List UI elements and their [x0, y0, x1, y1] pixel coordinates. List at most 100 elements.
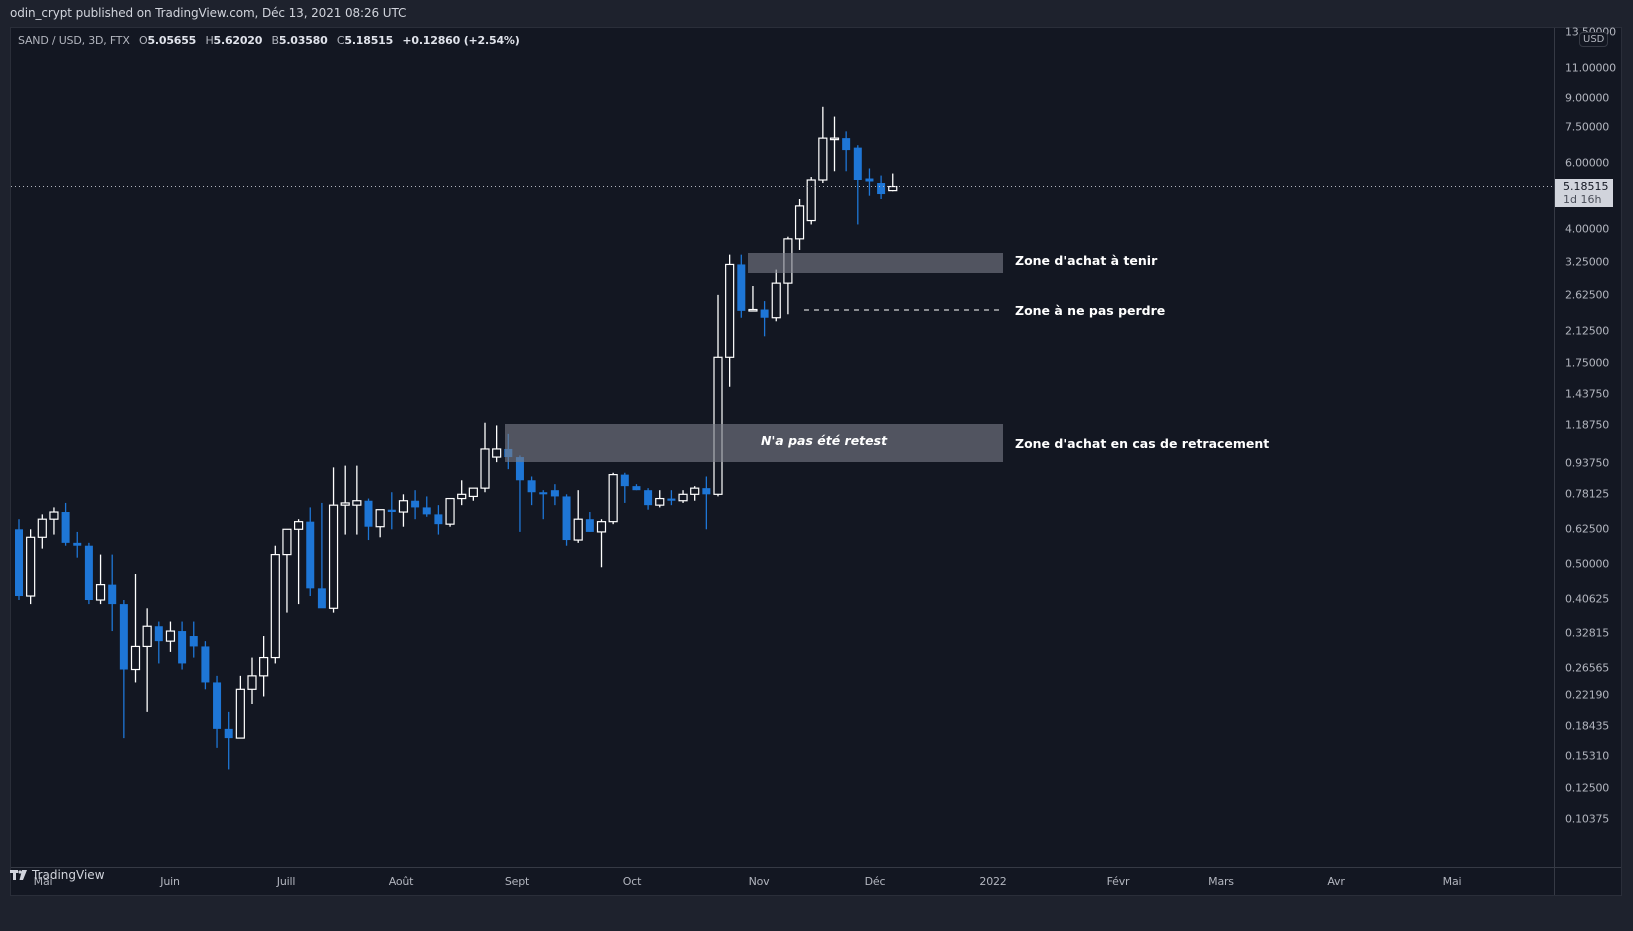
candle[interactable] [480, 422, 490, 493]
candle[interactable] [154, 621, 163, 664]
candle[interactable] [842, 131, 851, 172]
candle[interactable] [306, 507, 315, 597]
candle[interactable] [317, 502, 326, 609]
candle[interactable] [142, 608, 152, 712]
candle[interactable] [783, 236, 793, 315]
candle[interactable] [737, 254, 746, 318]
candle[interactable] [95, 554, 106, 605]
candle[interactable] [294, 519, 304, 605]
candle[interactable] [818, 106, 828, 184]
candle[interactable] [457, 480, 467, 506]
time-axis[interactable]: Mai Juin Juill Août Sept Oct Nov Déc 2022 Févr Mar… [11, 867, 1554, 895]
candle[interactable] [259, 636, 269, 697]
candle[interactable] [492, 425, 502, 463]
candle[interactable] [26, 529, 36, 605]
candle[interactable] [340, 465, 350, 535]
candle[interactable] [829, 116, 840, 172]
candle[interactable] [364, 498, 373, 541]
candle[interactable] [224, 711, 233, 770]
symbol-label[interactable]: SAND / USD, 3D, FTX [18, 34, 130, 47]
price-tick: 0.78125 [1565, 487, 1610, 501]
candle[interactable] [15, 519, 23, 601]
candle[interactable] [713, 294, 723, 497]
price-tick: 0.40625 [1565, 592, 1610, 606]
price-tick: 2.12500 [1565, 324, 1610, 338]
candle[interactable] [702, 476, 711, 530]
candle[interactable] [678, 490, 688, 503]
candle[interactable] [411, 490, 420, 520]
candle[interactable] [725, 254, 735, 387]
candle[interactable] [37, 514, 47, 549]
candle[interactable] [247, 657, 257, 704]
price-tick: 9.00000 [1565, 91, 1610, 105]
candle[interactable] [49, 507, 59, 535]
candle[interactable] [515, 455, 524, 532]
retrace-buy-zone[interactable] [505, 424, 1003, 462]
buy-hold-zone[interactable] [748, 253, 1003, 273]
candle[interactable] [853, 145, 862, 225]
candle[interactable] [585, 512, 594, 532]
candle[interactable] [352, 465, 362, 535]
time-tick: Août [388, 875, 414, 888]
price-tick: 1.18750 [1565, 418, 1610, 432]
candle[interactable] [655, 490, 665, 508]
candle[interactable] [690, 486, 700, 501]
candle[interactable] [398, 494, 409, 527]
candle[interactable] [434, 505, 443, 535]
price-tick: 0.26565 [1565, 661, 1610, 675]
chart-plot-area[interactable]: SAND / USD, 3D, FTX O5.05655 H5.62020 B5… [11, 28, 1554, 867]
candle[interactable] [760, 301, 769, 337]
candle[interactable] [877, 175, 886, 200]
candle[interactable] [73, 531, 82, 558]
last-price-label: 5.18515 1d 16h [1555, 179, 1613, 207]
candle[interactable] [445, 497, 455, 527]
candle[interactable] [61, 502, 70, 546]
candle[interactable] [189, 621, 198, 658]
candle[interactable] [667, 490, 676, 506]
candle[interactable] [608, 472, 618, 525]
candle[interactable] [282, 528, 292, 613]
candle[interactable] [550, 484, 559, 506]
candle[interactable] [865, 168, 874, 196]
candle[interactable] [165, 621, 176, 652]
candle[interactable] [527, 476, 536, 506]
candle[interactable] [771, 269, 781, 322]
candle[interactable] [235, 675, 245, 739]
candle[interactable] [178, 621, 187, 670]
candle[interactable] [84, 542, 93, 605]
change-value: +0.12860 (+2.54%) [402, 34, 520, 47]
time-tick: Sept [504, 875, 530, 888]
candle[interactable] [794, 199, 805, 250]
candle[interactable] [620, 472, 629, 503]
candle[interactable] [328, 467, 339, 613]
candle[interactable] [130, 573, 141, 683]
candle[interactable] [596, 519, 607, 568]
candle[interactable] [562, 494, 571, 546]
candle[interactable] [644, 488, 653, 510]
candle[interactable] [108, 554, 117, 632]
low-value: 5.03580 [278, 34, 328, 47]
candle[interactable] [806, 177, 816, 225]
candle[interactable] [270, 545, 280, 664]
candle[interactable] [573, 490, 583, 543]
price-tick: 0.22190 [1565, 688, 1610, 702]
candle[interactable] [632, 484, 641, 491]
candle[interactable] [888, 173, 898, 192]
candle[interactable] [539, 490, 548, 520]
candle[interactable] [422, 496, 431, 517]
candle[interactable] [201, 641, 210, 690]
candle[interactable] [468, 487, 478, 501]
candle[interactable] [375, 509, 385, 538]
time-tick: Févr [1106, 875, 1130, 888]
price-tick: 0.62500 [1565, 522, 1610, 536]
price-tick: 4.00000 [1565, 222, 1610, 236]
footer-brand[interactable]: TradingView [10, 868, 105, 882]
candle[interactable] [387, 492, 396, 530]
candle[interactable] [119, 600, 128, 739]
candle[interactable] [748, 285, 758, 312]
candlestick-series [11, 106, 1554, 770]
currency-badge[interactable]: USD [1579, 32, 1609, 47]
price-axis[interactable]: 0.10375 0.12500 0.15310 0.18435 0.22190 0.265… [1554, 26, 1621, 867]
axis-corner [1554, 867, 1621, 895]
candle[interactable] [213, 675, 222, 748]
